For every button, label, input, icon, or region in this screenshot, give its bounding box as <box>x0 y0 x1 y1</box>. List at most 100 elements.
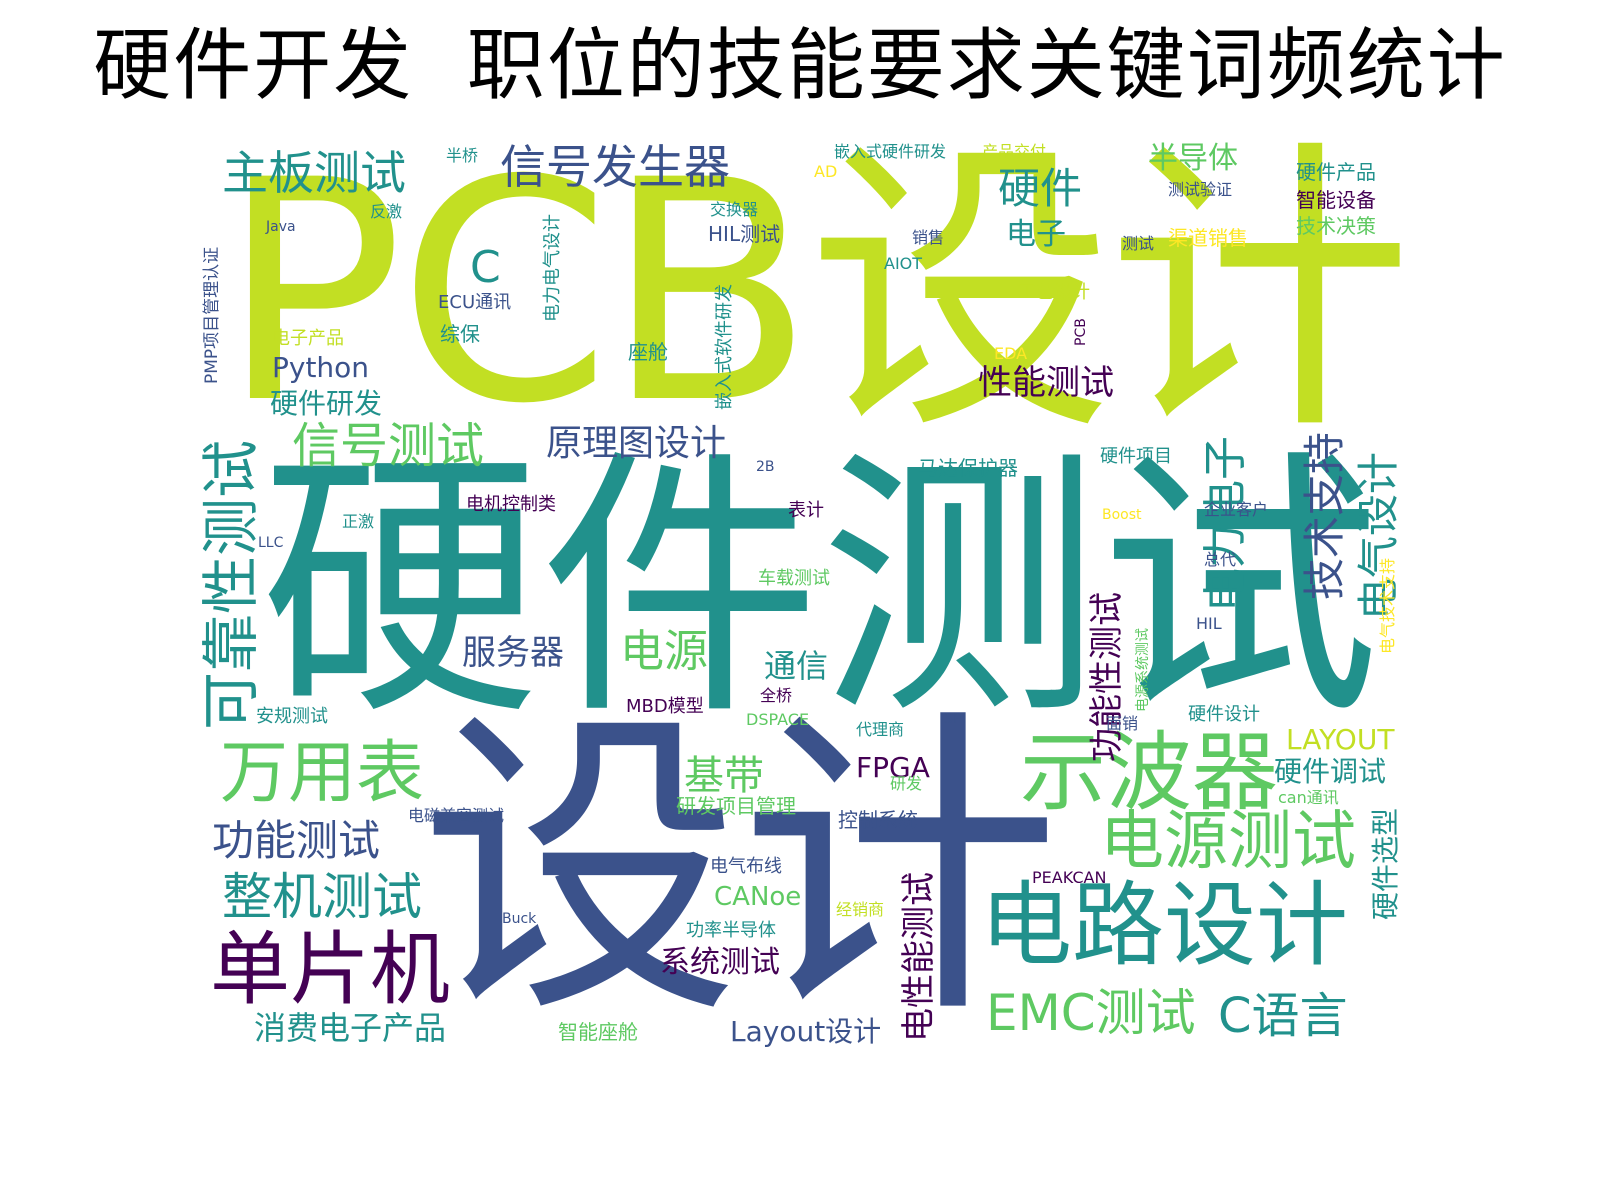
word-power-electronics: 电力电子 <box>1200 436 1251 612</box>
word-mcu: 单片机 <box>210 923 450 1016</box>
word-oscilloscope: 示波器 <box>1020 723 1278 823</box>
word-channel-sales: 渠道销售 <box>1168 226 1248 250</box>
word-rd: 研发 <box>890 774 923 793</box>
word-vehicle-test: 车载测试 <box>758 568 830 589</box>
word-canoe: CANoe <box>714 882 802 912</box>
word-tech-decision: 技术决策 <box>1296 214 1376 238</box>
word-hardware-test: 硬件测试 <box>260 427 1380 753</box>
word-tech-support: 技术支持 <box>1300 431 1349 600</box>
word-hil: HIL <box>1196 614 1222 633</box>
word-ecu-comm: ECU通讯 <box>438 292 512 313</box>
word-smart-cockpit: 智能座舱 <box>558 1020 638 1044</box>
word-functional-test: 功能性测试 <box>1087 592 1127 762</box>
word-function-test: 功能测试 <box>212 816 381 865</box>
word-c-language: C语言 <box>1218 988 1348 1044</box>
word-rd-project-mgmt: 研发项目管理 <box>676 794 796 818</box>
word-fpga: FPGA <box>856 751 930 784</box>
word-signal-generator: 信号发生器 <box>500 140 730 194</box>
word-electrical-tech-support: 电气技术支持 <box>1378 557 1397 654</box>
word-hardware-selection: 硬件选型 <box>1369 807 1402 920</box>
word-control-system: 控制系统 <box>838 808 918 832</box>
word-electronic-product: 电子产品 <box>272 328 344 349</box>
word-server: 服务器 <box>462 633 564 673</box>
word-power-test: 电源测试 <box>1100 805 1356 879</box>
word-safety-test: 安规测试 <box>256 706 328 727</box>
word-meter: 表计 <box>788 500 824 521</box>
word-boost: Boost <box>1102 507 1142 523</box>
word-python: Python <box>272 351 370 384</box>
word-distributor: 经销商 <box>836 900 885 919</box>
word-power-system-test: 电源系统测试 <box>1135 628 1151 712</box>
word-system-test: 系统测试 <box>660 945 780 980</box>
word-java: Java <box>266 219 296 235</box>
word-2b: 2B <box>756 459 775 475</box>
word-pmp: PMP项目管理认证 <box>202 246 222 384</box>
word-product-delivery: 产品交付 <box>982 142 1047 161</box>
word-embedded-sw-rd: 嵌入式软件研发 <box>714 284 735 410</box>
word-communication: 通信 <box>764 647 829 685</box>
word-can-comm: can通讯 <box>1278 788 1339 807</box>
word-consumer-electronics: 消费电子产品 <box>254 1009 447 1047</box>
word-circuit-design: 电路设计 <box>980 872 1349 979</box>
word-pcb-design: PCB设计 <box>220 115 1412 470</box>
word-test-verification: 测试验证 <box>1168 180 1233 199</box>
word-mbd-model: MBD模型 <box>626 696 704 717</box>
word-cloud: PCB设计 硬件测试 设计 示波器 电路设计 电源测试 单片机 万用表 可靠性测… <box>197 115 1440 1080</box>
word-emc-compat-test: 电磁兼容测试 <box>408 806 505 825</box>
word-power-semiconductor: 功率半导体 <box>686 920 776 941</box>
chart-title: 硬件开发 职位的技能要求关键词频统计 <box>93 21 1507 111</box>
word-electrical-wiring: 电气布线 <box>710 856 782 877</box>
word-full-bridge: 全桥 <box>760 686 793 705</box>
word-hardware-product: 硬件产品 <box>1296 160 1376 184</box>
word-reliability-test: 可靠性测试 <box>197 439 265 730</box>
word-hardware-project: 硬件项目 <box>1100 446 1172 467</box>
word-multimeter: 万用表 <box>220 734 425 813</box>
word-forward: 正激 <box>342 512 375 531</box>
word-emc-test: EMC测试 <box>986 984 1196 1042</box>
word-llc: LLC <box>258 535 284 551</box>
word-hardware-design: 硬件设计 <box>1188 704 1260 725</box>
word-motor-protector: 马达保护器 <box>918 456 1018 480</box>
word-electrical-perf-test: 电性能测试 <box>899 872 939 1042</box>
word-general-agent: 总代 <box>1204 550 1237 569</box>
word-process-design: 工艺设计 <box>1018 282 1090 303</box>
word-benefits: 综保 <box>440 322 480 346</box>
word-electrical-design-small: 电力电气设计 <box>542 214 563 322</box>
word-switch: 交换器 <box>710 200 759 219</box>
word-board-test: 主板测试 <box>222 146 406 200</box>
word-face-sales: 面销 <box>1106 714 1139 733</box>
word-buck: Buck <box>502 911 537 927</box>
word-performance-test: 性能测试 <box>978 363 1114 403</box>
word-cockpit: 座舱 <box>628 340 668 364</box>
word-spi: SPI <box>944 711 966 727</box>
word-sales: 销售 <box>912 228 945 247</box>
word-smart-device: 智能设备 <box>1296 188 1376 212</box>
word-peakcan: PEAKCAN <box>1032 868 1107 887</box>
word-hardware: 硬件 <box>998 164 1083 213</box>
word-design: 设计 <box>420 684 1060 1056</box>
word-embedded-hw-rd: 嵌入式硬件研发 <box>834 142 947 161</box>
word-power-supply: 电源 <box>620 626 708 677</box>
word-pcb-small: PCB <box>1073 318 1089 346</box>
word-motor-control: 电机控制类 <box>466 494 556 515</box>
word-dspace: DSPACE <box>746 710 810 729</box>
word-layout: LAYOUT <box>1286 723 1395 756</box>
word-electronics: 电子 <box>1006 217 1066 252</box>
word-signal-test: 信号测试 <box>292 418 485 474</box>
word-whole-machine-test: 整机测试 <box>222 868 422 926</box>
word-semiconductor: 半导体 <box>1148 141 1238 176</box>
word-c: C <box>470 242 501 293</box>
word-hil-test: HIL测试 <box>708 222 781 246</box>
word-enterprise-client: 企业客户 <box>1204 500 1269 519</box>
word-hardware-debug: 硬件调试 <box>1274 755 1387 788</box>
word-half-bridge: 半桥 <box>446 146 479 165</box>
word-aiot: AIOT <box>884 254 923 273</box>
word-flyback: 反激 <box>370 202 403 221</box>
word-ad: AD <box>814 162 838 181</box>
word-schematic-design: 原理图设计 <box>546 423 727 464</box>
word-baseband: 基带 <box>684 753 764 799</box>
word-eda: EDA <box>994 344 1028 363</box>
word-test: 测试 <box>1122 234 1155 253</box>
word-agent: 代理商 <box>856 720 905 739</box>
word-layout-design: Layout设计 <box>730 1015 882 1048</box>
